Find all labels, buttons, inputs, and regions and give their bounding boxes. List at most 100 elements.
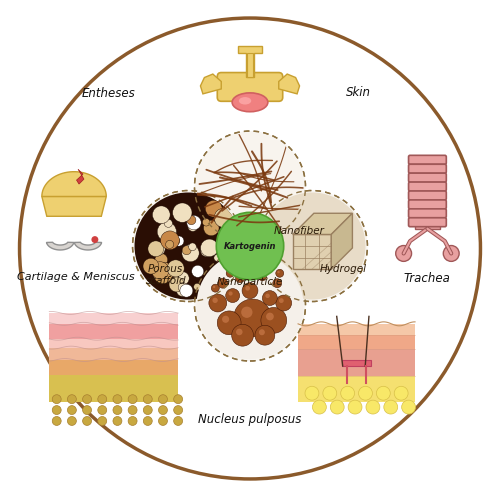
Text: Trachea: Trachea [404,272,451,285]
Circle shape [143,258,159,274]
FancyBboxPatch shape [408,218,447,227]
Bar [414,160,440,229]
Circle shape [148,241,164,256]
Circle shape [396,246,411,261]
Bar [298,348,415,376]
Text: Nucleus pulposus: Nucleus pulposus [198,413,302,426]
Circle shape [158,395,168,404]
Circle shape [178,283,188,292]
Circle shape [20,18,480,479]
Circle shape [52,395,61,404]
FancyBboxPatch shape [408,200,447,209]
Circle shape [276,295,291,311]
Circle shape [220,280,222,283]
Circle shape [187,215,201,230]
Circle shape [226,269,234,277]
Circle shape [312,400,326,414]
Circle shape [113,416,122,425]
Circle shape [258,192,366,300]
Circle shape [212,284,220,292]
Circle shape [158,406,168,414]
Bar [50,324,178,338]
Circle shape [222,316,229,323]
Circle shape [164,266,175,278]
Circle shape [278,271,280,273]
Circle shape [384,400,398,414]
Circle shape [358,386,372,400]
Circle shape [113,406,122,414]
Circle shape [82,416,92,425]
Bar [298,376,415,402]
Circle shape [160,231,180,249]
Circle shape [52,416,61,425]
Circle shape [242,283,258,299]
Circle shape [200,239,218,256]
Circle shape [236,329,242,335]
Circle shape [444,246,459,261]
Circle shape [98,416,106,425]
Circle shape [305,386,319,400]
Circle shape [144,406,152,414]
Circle shape [196,252,304,359]
Bar [50,375,178,402]
Circle shape [330,400,344,414]
Circle shape [186,216,196,225]
Circle shape [214,241,227,254]
Circle shape [174,416,182,425]
Circle shape [255,326,275,345]
Circle shape [234,299,272,337]
Bar [50,338,178,347]
Circle shape [132,190,244,302]
Circle shape [204,275,214,285]
Circle shape [174,406,182,414]
Circle shape [194,250,306,361]
Circle shape [260,274,262,277]
Circle shape [92,236,98,243]
Circle shape [348,400,362,414]
Circle shape [194,283,200,290]
Polygon shape [200,74,222,94]
Circle shape [128,395,137,404]
FancyBboxPatch shape [408,156,447,164]
Circle shape [212,298,218,303]
Circle shape [218,311,241,335]
Circle shape [152,262,169,279]
Circle shape [376,386,390,400]
Circle shape [220,259,229,269]
Circle shape [192,265,204,277]
Text: Nanoparticle: Nanoparticle [217,277,283,287]
Circle shape [206,200,222,217]
Circle shape [402,400,415,414]
FancyBboxPatch shape [408,173,447,182]
Circle shape [169,277,184,292]
Circle shape [160,262,170,272]
Text: Entheses: Entheses [82,87,136,100]
Circle shape [128,416,137,425]
Circle shape [174,395,182,404]
Circle shape [216,212,284,280]
Circle shape [180,284,193,297]
Circle shape [52,406,61,414]
Circle shape [171,237,180,246]
Circle shape [172,203,192,222]
Circle shape [158,416,168,425]
FancyBboxPatch shape [408,182,447,191]
Circle shape [68,406,76,414]
Circle shape [258,273,266,281]
Circle shape [152,243,165,255]
FancyBboxPatch shape [408,209,447,218]
Circle shape [134,192,242,300]
Circle shape [182,246,191,255]
Circle shape [202,219,210,226]
Circle shape [262,291,278,306]
Circle shape [182,245,199,262]
Circle shape [214,254,221,261]
Circle shape [218,278,228,288]
Polygon shape [292,213,352,235]
Circle shape [194,131,306,242]
Bar [298,335,415,348]
Polygon shape [331,213,352,269]
Polygon shape [278,74,299,94]
Circle shape [144,416,152,425]
Circle shape [188,243,196,250]
